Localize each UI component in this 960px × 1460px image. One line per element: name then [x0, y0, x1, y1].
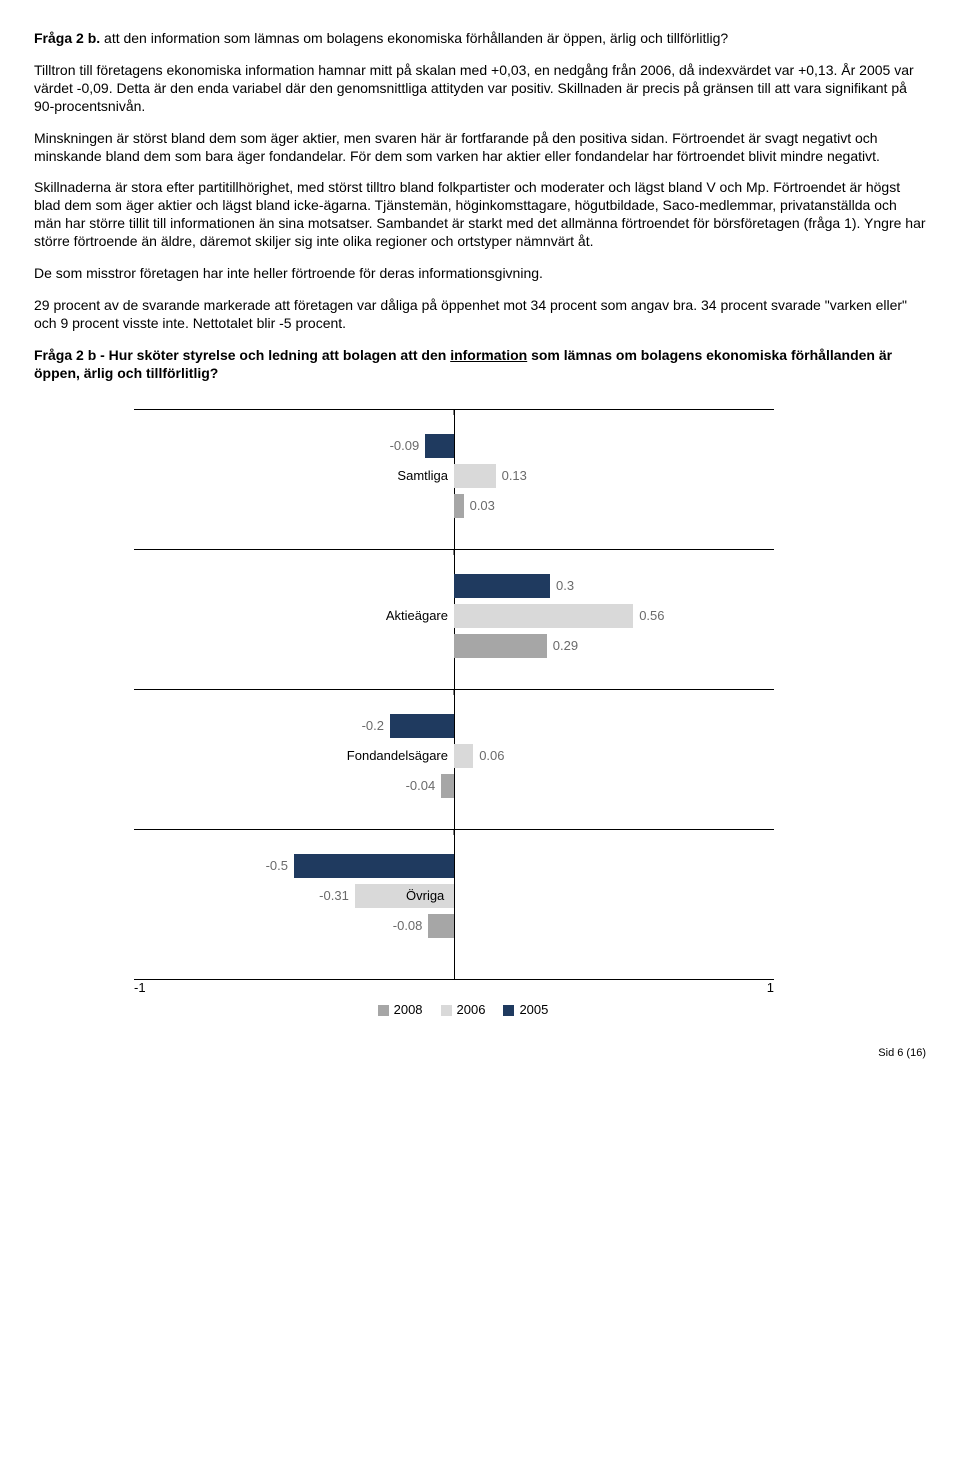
chart-title: Fråga 2 b - Hur sköter styrelse och ledn…	[34, 347, 926, 383]
chart-bar	[454, 634, 547, 658]
chart-bar	[425, 434, 454, 458]
chart-bar	[428, 914, 454, 938]
chart-group: -0.5 Övriga -0.31 -0.08	[134, 829, 774, 969]
value-label: -0.08	[393, 918, 423, 935]
legend-label: 2008	[394, 1002, 423, 1017]
question-heading: Fråga 2 b. att den information som lämna…	[34, 30, 926, 48]
x-axis: -1 1	[134, 980, 774, 998]
legend-swatch	[441, 1005, 452, 1016]
chart-group: 0.3 Aktieägare 0.56 0.29	[134, 549, 774, 689]
value-label: 0.3	[556, 578, 574, 595]
chart-container: -0.09Samtliga0.130.030.3Aktieägare0.560.…	[134, 409, 774, 1019]
value-label: -0.5	[266, 858, 288, 875]
page-footer: Sid 6 (16)	[34, 1046, 926, 1060]
body-paragraph: Minskningen är störst bland dem som äger…	[34, 130, 926, 166]
legend-label: 2006	[457, 1002, 486, 1017]
chart-bar	[454, 744, 473, 768]
value-label: 0.03	[470, 498, 495, 515]
value-label: -0.2	[362, 718, 384, 735]
chart-group: -0.09 Samtliga 0.13 0.03	[134, 409, 774, 549]
body-paragraph: Tilltron till företagens ekonomiska info…	[34, 62, 926, 116]
bar-chart: -0.09Samtliga0.130.030.3Aktieägare0.560.…	[134, 409, 774, 980]
chart-group: -0.2 Fondandelsägare 0.06 -0.04	[134, 689, 774, 829]
category-label: Fondandelsägare	[347, 748, 448, 765]
legend-label: 2005	[519, 1002, 548, 1017]
chart-bar	[454, 574, 550, 598]
question-text: att den information som lämnas om bolage…	[104, 30, 728, 46]
chart-bar	[294, 854, 454, 878]
category-label: Aktieägare	[386, 608, 448, 625]
value-label: -0.09	[390, 438, 420, 455]
value-label: 0.06	[479, 748, 504, 765]
x-tick-label: 1	[767, 980, 774, 997]
value-label: 0.13	[502, 468, 527, 485]
legend-swatch	[503, 1005, 514, 1016]
value-label: -0.04	[406, 778, 436, 795]
chart-bar	[454, 464, 496, 488]
body-paragraph: De som misstror företagen har inte helle…	[34, 265, 926, 283]
chart-bar	[454, 494, 464, 518]
chart-bar	[454, 604, 633, 628]
body-paragraph: 29 procent av de svarande markerade att …	[34, 297, 926, 333]
question-number: Fråga 2 b.	[34, 30, 104, 46]
value-label: -0.31	[319, 888, 349, 905]
chart-bar	[390, 714, 454, 738]
chart-bar	[441, 774, 454, 798]
chart-legend: 2008 2006 2005	[134, 1002, 774, 1019]
legend-swatch	[378, 1005, 389, 1016]
category-label: Övriga	[406, 888, 444, 905]
value-label: 0.29	[553, 638, 578, 655]
x-tick-label: -1	[134, 980, 146, 997]
body-paragraph: Skillnaderna är stora efter partitillhör…	[34, 179, 926, 251]
category-label: Samtliga	[397, 468, 448, 485]
value-label: 0.56	[639, 608, 664, 625]
